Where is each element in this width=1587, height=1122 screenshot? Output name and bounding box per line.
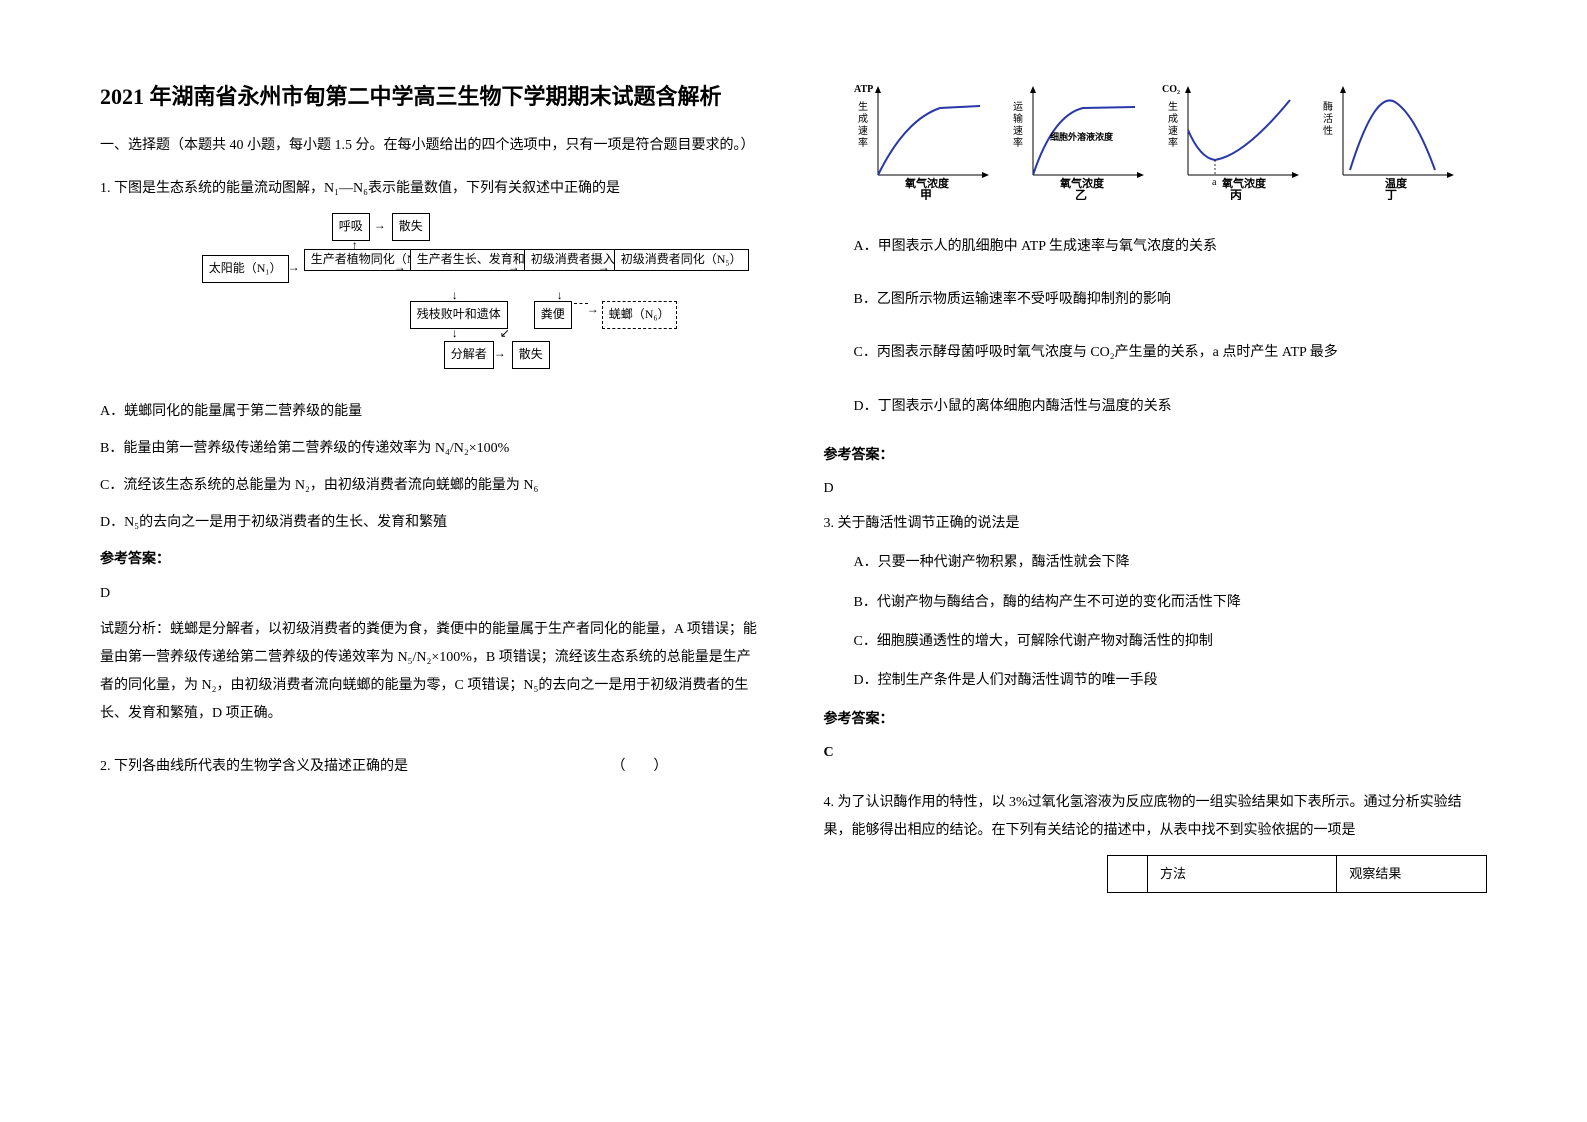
box-respiration: 呼吸 [332, 213, 370, 241]
q2-answer: D [824, 476, 1488, 501]
chart-bing: CO₂ 生 成 速 率 a 氧气浓度 丙 [1160, 80, 1305, 200]
q3-option-c: C．细胞膜通透性的增大，可解除代谢产物对酶活性的抑制 [854, 629, 1488, 654]
box-sun: 太阳能（N₁） [202, 255, 289, 283]
svg-text:氧气浓度: 氧气浓度 [1221, 176, 1267, 190]
svg-text:甲: 甲 [920, 188, 932, 200]
svg-text:丙: 丙 [1230, 188, 1242, 200]
q2-answer-label: 参考答案： [824, 443, 1488, 468]
svg-text:酶: 酶 [1323, 100, 1333, 113]
chart-ding: 酶 活 性 温度 丁 [1315, 80, 1460, 200]
arrow-icon [288, 257, 300, 279]
svg-text:CO₂: CO₂ [1162, 84, 1180, 95]
svg-text:生: 生 [1168, 100, 1178, 113]
q2-charts: ATP 生 成 速 率 氧气浓度 甲 运 输 速 率 细胞外溶液浓度 [824, 80, 1488, 200]
svg-text:成: 成 [1168, 113, 1178, 125]
q1-option-b: B．能量由第一营养级传递给第二营养级的传递效率为 N₄/N₂×100% [100, 436, 764, 461]
svg-text:输: 输 [1013, 112, 1023, 125]
q2-option-b: B．乙图所示物质运输速率不受呼吸酶抑制剂的影响 [854, 287, 1488, 312]
q2-option-c: C．丙图表示酵母菌呼吸时氧气浓度与 CO₂产生量的关系，a 点时产生 ATP 最… [854, 340, 1488, 365]
q4-table-container: 方法 观察结果 [824, 855, 1488, 892]
q1-option-d: D．N₅的去向之一是用于初级消费者的生长、发育和繁殖 [100, 510, 764, 535]
arrow-icon [508, 257, 520, 279]
q3-option-a: A．只要一种代谢产物积累，酶活性就会下降 [854, 550, 1488, 575]
arrow-icon [394, 257, 406, 279]
q1-option-c: C．流经该生态系统的总能量为 N₂，由初级消费者流向蜣螂的能量为 N₆ [100, 473, 764, 498]
box-decomposer: 分解者 [444, 341, 494, 369]
svg-text:活: 活 [1323, 113, 1333, 125]
svg-text:率: 率 [1168, 136, 1178, 149]
q3-option-d: D．控制生产条件是人们对酶活性调节的唯一手段 [854, 668, 1488, 693]
q2-option-d: D．丁图表示小鼠的离体细胞内酶活性与温度的关系 [854, 394, 1488, 419]
q2-brackets: （ ） [612, 759, 668, 774]
q3-text: 3. 关于酶活性调节正确的说法是 [824, 511, 1488, 536]
svg-text:成: 成 [858, 113, 868, 125]
q2-text: 2. 下列各曲线所代表的生物学含义及描述正确的是 [100, 759, 408, 774]
svg-text:a: a [1212, 177, 1217, 188]
table-row: 方法 观察结果 [1108, 856, 1487, 892]
left-column: 2021 年湖南省永州市甸第二中学高三生物下学期期末试题含解析 一、选择题（本题… [100, 80, 764, 1082]
svg-text:性: 性 [1323, 124, 1333, 137]
box-loss2: 散失 [512, 341, 550, 369]
q3-answer: C [824, 740, 1488, 765]
svg-text:率: 率 [1013, 136, 1023, 149]
q3-option-b: B．代谢产物与酶结合，酶的结构产生不可逆的变化而活性下降 [854, 590, 1488, 615]
q1-option-a: A．蜣螂同化的能量属于第二营养级的能量 [100, 399, 764, 424]
chart-jia: ATP 生 成 速 率 氧气浓度 甲 [850, 80, 995, 200]
box-litter: 残枝败叶和遗体 [410, 301, 508, 329]
svg-text:运: 运 [1013, 101, 1023, 113]
svg-text:率: 率 [858, 136, 868, 149]
arrow-up-icon: ↑ [352, 235, 358, 257]
table-cell [1108, 856, 1148, 892]
box-dungbeetle: 蜣螂（N₆） [602, 301, 677, 329]
q1-answer: D [100, 581, 764, 606]
arrow-icon [598, 257, 610, 279]
q3-answer-label: 参考答案： [824, 707, 1488, 732]
q4-text: 4. 为了认识酶作用的特性，以 3%过氧化氢溶液为反应底物的一组实验结果如下表所… [824, 789, 1488, 845]
page-title: 2021 年湖南省永州市甸第二中学高三生物下学期期末试题含解析 [100, 80, 764, 113]
arrow-icon [374, 215, 386, 237]
svg-text:细胞外溶液浓度: 细胞外溶液浓度 [1050, 131, 1114, 142]
q1-diagram: 呼吸 散失 太阳能（N₁） 生产者植物同化（N₂） ↑ 生产者生长、发育和繁殖（… [100, 213, 764, 382]
q1-text: 1. 下图是生态系统的能量流动图解，N₁—N₆表示能量数值，下列有关叙述中正确的… [100, 176, 764, 201]
arrow-down-left-icon: ↙ [500, 323, 510, 345]
table-cell: 观察结果 [1337, 856, 1487, 892]
svg-text:速: 速 [858, 125, 868, 137]
svg-text:速: 速 [1168, 125, 1178, 137]
section-header: 一、选择题（本题共 40 小题，每小题 1.5 分。在每小题给出的四个选项中，只… [100, 133, 764, 158]
svg-text:速: 速 [1013, 125, 1023, 137]
svg-text:乙: 乙 [1075, 188, 1087, 200]
dash-arrow-icon: → [587, 299, 599, 321]
svg-text:ATP: ATP [854, 84, 873, 95]
question-4: 4. 为了认识酶作用的特性，以 3%过氧化氢溶液为反应底物的一组实验结果如下表所… [824, 789, 1488, 892]
question-3: 3. 关于酶活性调节正确的说法是 A．只要一种代谢产物积累，酶活性就会下降 B．… [824, 511, 1488, 775]
q1-answer-label: 参考答案： [100, 547, 764, 572]
q1-explanation: 试题分析：蜣螂是分解者，以初级消费者的粪便为食，粪便中的能量属于生产者同化的能量… [100, 616, 764, 728]
right-column: ATP 生 成 速 率 氧气浓度 甲 运 输 速 率 细胞外溶液浓度 [824, 80, 1488, 1082]
q4-table: 方法 观察结果 [1107, 855, 1487, 892]
question-1: 1. 下图是生态系统的能量流动图解，N₁—N₆表示能量数值，下列有关叙述中正确的… [100, 176, 764, 740]
box-feces: 粪便 [534, 301, 572, 329]
q2-option-a: A．甲图表示人的肌细胞中 ATP 生成速率与氧气浓度的关系 [854, 234, 1488, 259]
question-2-stem: 2. 下列各曲线所代表的生物学含义及描述正确的是 （ ） [100, 754, 764, 779]
chart-yi: 运 输 速 率 细胞外溶液浓度 氧气浓度 乙 [1005, 80, 1150, 200]
table-cell: 方法 [1147, 856, 1336, 892]
box-loss1: 散失 [392, 213, 430, 241]
svg-text:丁: 丁 [1385, 188, 1397, 200]
box-primary-assim: 初级消费者同化（N₅） [614, 249, 749, 271]
arrow-icon [494, 343, 506, 365]
svg-text:生: 生 [858, 100, 868, 113]
